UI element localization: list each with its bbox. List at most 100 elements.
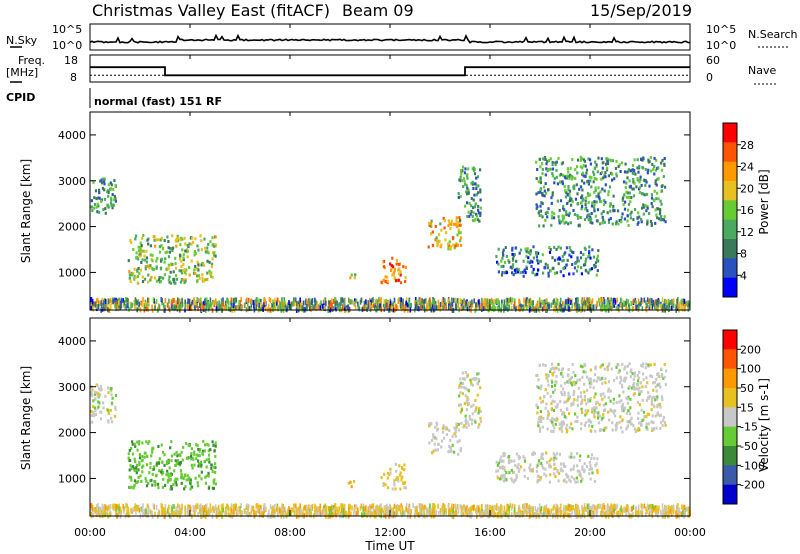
echo-cell — [602, 176, 605, 180]
echo-cell — [464, 414, 467, 418]
ground-scatter-cell — [329, 300, 332, 306]
echo-cell — [545, 373, 548, 377]
echo-cell — [594, 429, 597, 433]
echo-cell — [397, 278, 400, 282]
echo-cell — [177, 461, 180, 465]
echo-cell — [466, 192, 469, 196]
echo-cell — [167, 255, 171, 259]
echo-cell — [452, 243, 455, 247]
echo-cell — [380, 280, 383, 284]
ground-scatter-cell — [417, 306, 419, 311]
echo-cell — [626, 170, 629, 174]
echo-cell — [180, 277, 184, 281]
echo-cell — [474, 420, 477, 424]
echo-cell — [599, 428, 602, 432]
ground-scatter-cell — [296, 305, 298, 311]
echo-cell — [459, 236, 463, 240]
echo-cell — [449, 247, 452, 251]
echo-cell — [165, 267, 168, 271]
ground-scatter-cell — [162, 511, 165, 517]
echo-cell — [540, 453, 543, 457]
ground-scatter-cell — [400, 303, 402, 309]
echo-cell — [579, 364, 582, 368]
ground-scatter-cell — [119, 300, 122, 306]
echo-cell — [167, 240, 170, 243]
ground-scatter-cell — [250, 512, 252, 518]
ground-scatter-cell — [106, 509, 109, 515]
echo-cell — [614, 166, 617, 170]
ground-scatter-cell — [485, 305, 488, 311]
echo-cell — [572, 464, 576, 468]
echo-cell — [138, 461, 141, 465]
echo-cell — [170, 454, 174, 458]
colorbar-tick-label: 8 — [740, 248, 747, 261]
ground-scatter-cell — [383, 299, 386, 305]
echo-cell — [110, 393, 113, 397]
echo-cell — [607, 190, 610, 194]
echo-cell — [626, 397, 629, 401]
echo-cell — [475, 184, 478, 188]
echo-cell — [175, 238, 178, 242]
echo-cell — [557, 479, 560, 483]
echo-cell — [168, 280, 171, 284]
echo-cell — [472, 403, 475, 407]
echo-cell — [602, 218, 605, 222]
echo-cell — [541, 168, 544, 171]
ground-scatter-cell — [485, 511, 488, 517]
echo-cell — [544, 406, 547, 410]
echo-cell — [519, 248, 523, 252]
echo-cell — [94, 413, 97, 417]
ground-scatter-cell — [525, 503, 528, 509]
ground-scatter-cell — [583, 305, 585, 311]
echo-cell — [510, 459, 513, 463]
ground-scatter-cell — [210, 305, 212, 311]
echo-cell — [546, 215, 549, 219]
echo-cell — [479, 409, 482, 413]
ground-scatter-cell — [488, 306, 491, 312]
echo-cell — [537, 268, 540, 272]
echo-cell — [536, 258, 539, 262]
echo-cell — [153, 268, 156, 272]
echo-cell — [547, 188, 550, 192]
ground-scatter-cell — [269, 298, 272, 304]
echo-cell — [593, 203, 596, 207]
echo-cell — [567, 185, 570, 188]
echo-cell — [190, 452, 193, 455]
echo-cell — [454, 434, 457, 438]
echo-cell — [585, 402, 588, 406]
colorbar-tick-label: 28 — [740, 139, 754, 152]
echo-cell — [594, 365, 597, 369]
echo-cell — [135, 255, 138, 259]
cpid-text: normal (fast) 151 RF — [94, 95, 222, 108]
ground-scatter-cell — [443, 509, 445, 515]
echo-cell — [655, 197, 658, 201]
echo-cell — [576, 415, 579, 419]
echo-cell — [453, 426, 456, 430]
ground-scatter-cell — [258, 298, 260, 304]
echo-cell — [626, 176, 629, 180]
echo-cell — [581, 199, 584, 203]
echo-cell — [597, 156, 600, 160]
echo-cell — [551, 193, 554, 197]
echo-cell — [568, 378, 571, 382]
echo-cell — [155, 259, 158, 263]
echo-cell — [167, 263, 170, 267]
echo-cell — [167, 472, 170, 476]
echo-cell — [158, 245, 161, 249]
echo-cell — [194, 476, 197, 480]
echo-cell — [573, 398, 576, 401]
echo-cell — [539, 165, 542, 169]
ground-scatter-cell — [596, 302, 599, 308]
echo-cell — [469, 378, 472, 382]
echo-cell — [141, 258, 144, 262]
echo-cell — [398, 272, 401, 276]
echo-cell — [182, 253, 185, 257]
echo-cell — [90, 391, 93, 395]
echo-cell — [475, 377, 478, 381]
ground-scatter-cell — [252, 299, 255, 305]
echo-cell — [173, 277, 176, 281]
echo-cell — [473, 182, 476, 186]
echo-cell — [568, 455, 571, 459]
ground-scatter-cell — [277, 304, 279, 310]
ground-scatter-cell — [541, 300, 544, 306]
